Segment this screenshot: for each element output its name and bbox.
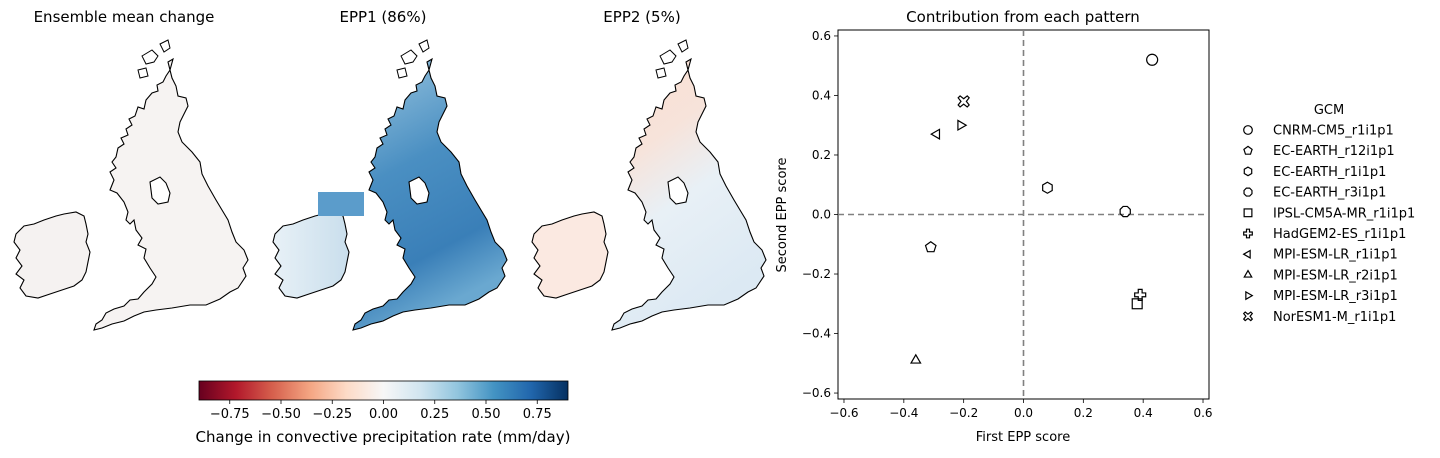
colorbar-tick-label: 0.50: [472, 407, 501, 422]
scatter-plot: Contribution from each pattern −0.6 −0.6 −…: [775, 8, 1213, 445]
y-tick-label: 0.2: [812, 148, 831, 162]
scatter-xlabel: First EPP score: [976, 430, 1070, 445]
ireland-map-epp1: [272, 211, 350, 299]
colorbar: −0.75 −0.50 −0.25 0.00 0.25 0.50 0.75 Change i…: [196, 380, 571, 446]
y-tick-label: 0.0: [812, 208, 831, 222]
legend: GCM CNRM-CM5_r1i1p1 EC-EARTH_r12i1p1 EC-EA…: [1242, 103, 1415, 325]
scatter-point: [924, 240, 937, 253]
legend-marker: [1243, 145, 1253, 155]
legend-marker: [1243, 166, 1253, 177]
colorbar-gradient: [198, 380, 569, 401]
scatter-point: [1134, 288, 1147, 301]
colorbar-tick-label: 0.25: [420, 407, 449, 422]
map-panel-epp1: EPP1 (86%): [272, 8, 508, 331]
x-tick-label: 0.4: [1134, 406, 1153, 420]
scatter-ylabel: Second EPP score: [775, 158, 790, 273]
legend-marker: [1245, 290, 1254, 301]
legend-entry-label: CNRM-CM5_r1i1p1: [1273, 124, 1394, 139]
scatter-title: Contribution from each pattern: [906, 8, 1140, 26]
x-tick-label: −0.4: [889, 406, 918, 420]
gb-map-ensemble: [93, 58, 249, 331]
legend-entry-label: MPI-ESM-LR_r2i1p1: [1273, 268, 1398, 283]
legend-marker: [1243, 125, 1253, 135]
x-tick-label: −0.6: [829, 406, 858, 420]
legend-marker: [1243, 187, 1253, 197]
x-tick-label: 0.6: [1193, 406, 1212, 420]
y-tick-label: −0.4: [802, 327, 831, 341]
legend-marker: [1242, 311, 1254, 322]
ireland-map-ensemble: [13, 211, 91, 299]
legend-entry-label: EC-EARTH_r12i1p1: [1273, 144, 1395, 159]
legend-entry-label: EC-EARTH_r3i1p1: [1273, 186, 1386, 201]
legend-marker: [1243, 208, 1253, 218]
y-tick-label: 0.6: [812, 29, 831, 43]
legend-entry-label: EC-EARTH_r1i1p1: [1273, 165, 1386, 180]
legend-marker: [1243, 228, 1253, 239]
legend-entry-label: IPSL-CM5A-MR_r1i1p1: [1273, 206, 1415, 221]
islands-ensemble: [137, 39, 171, 79]
legend-entry-label: MPI-ESM-LR_r1i1p1: [1273, 248, 1398, 263]
scatter-point: [1042, 181, 1053, 194]
scatter-point: [930, 128, 941, 140]
colorbar-tick-label: −0.50: [261, 407, 301, 422]
scatter-point: [1119, 205, 1131, 218]
scatter-point: [909, 353, 922, 364]
legend-marker: [1243, 269, 1253, 278]
map-title-ensemble-mean: Ensemble mean change: [34, 8, 215, 26]
gb-map-epp1: [352, 58, 508, 331]
x-tick-label: 0.2: [1074, 406, 1093, 420]
y-tick-label: −0.2: [802, 267, 831, 281]
legend-title: GCM: [1314, 103, 1344, 118]
scatter-point: [1146, 53, 1159, 66]
scatter-point: [957, 119, 968, 132]
islands-epp2: [655, 39, 689, 79]
colorbar-label: Change in convective precipitation rate …: [196, 428, 571, 446]
colorbar-tick-label: −0.75: [210, 407, 250, 422]
legend-entry-label: HadGEM2-ES_r1i1p1: [1273, 227, 1406, 242]
x-tick-label: −0.2: [949, 406, 978, 420]
legend-entry-label: MPI-ESM-LR_r3i1p1: [1273, 289, 1398, 304]
legend-marker: [1242, 249, 1251, 259]
scatter-point: [1131, 298, 1143, 310]
y-tick-label: −0.6: [802, 386, 831, 400]
colorbar-tick-label: 0.75: [523, 407, 552, 422]
x-tick-label: 0.0: [1014, 406, 1033, 420]
epp1-ireland-blue-patch: [318, 192, 364, 216]
map-panel-epp2: EPP2 (5%): [531, 8, 767, 331]
scatter-point: [957, 95, 970, 108]
legend-entry-label: NorESM1-M_r1i1p1: [1273, 310, 1396, 325]
islands-epp1: [396, 39, 430, 79]
colorbar-tick-label: −0.25: [312, 407, 352, 422]
map-title-epp1: EPP1 (86%): [340, 8, 427, 26]
map-panel-ensemble-mean: Ensemble mean change: [13, 8, 249, 331]
map-title-epp2: EPP2 (5%): [603, 8, 680, 26]
gb-map-epp2: [611, 58, 767, 331]
y-tick-label: 0.4: [812, 88, 831, 102]
colorbar-tick-label: 0.00: [369, 407, 398, 422]
ireland-map-epp2: [531, 211, 609, 299]
